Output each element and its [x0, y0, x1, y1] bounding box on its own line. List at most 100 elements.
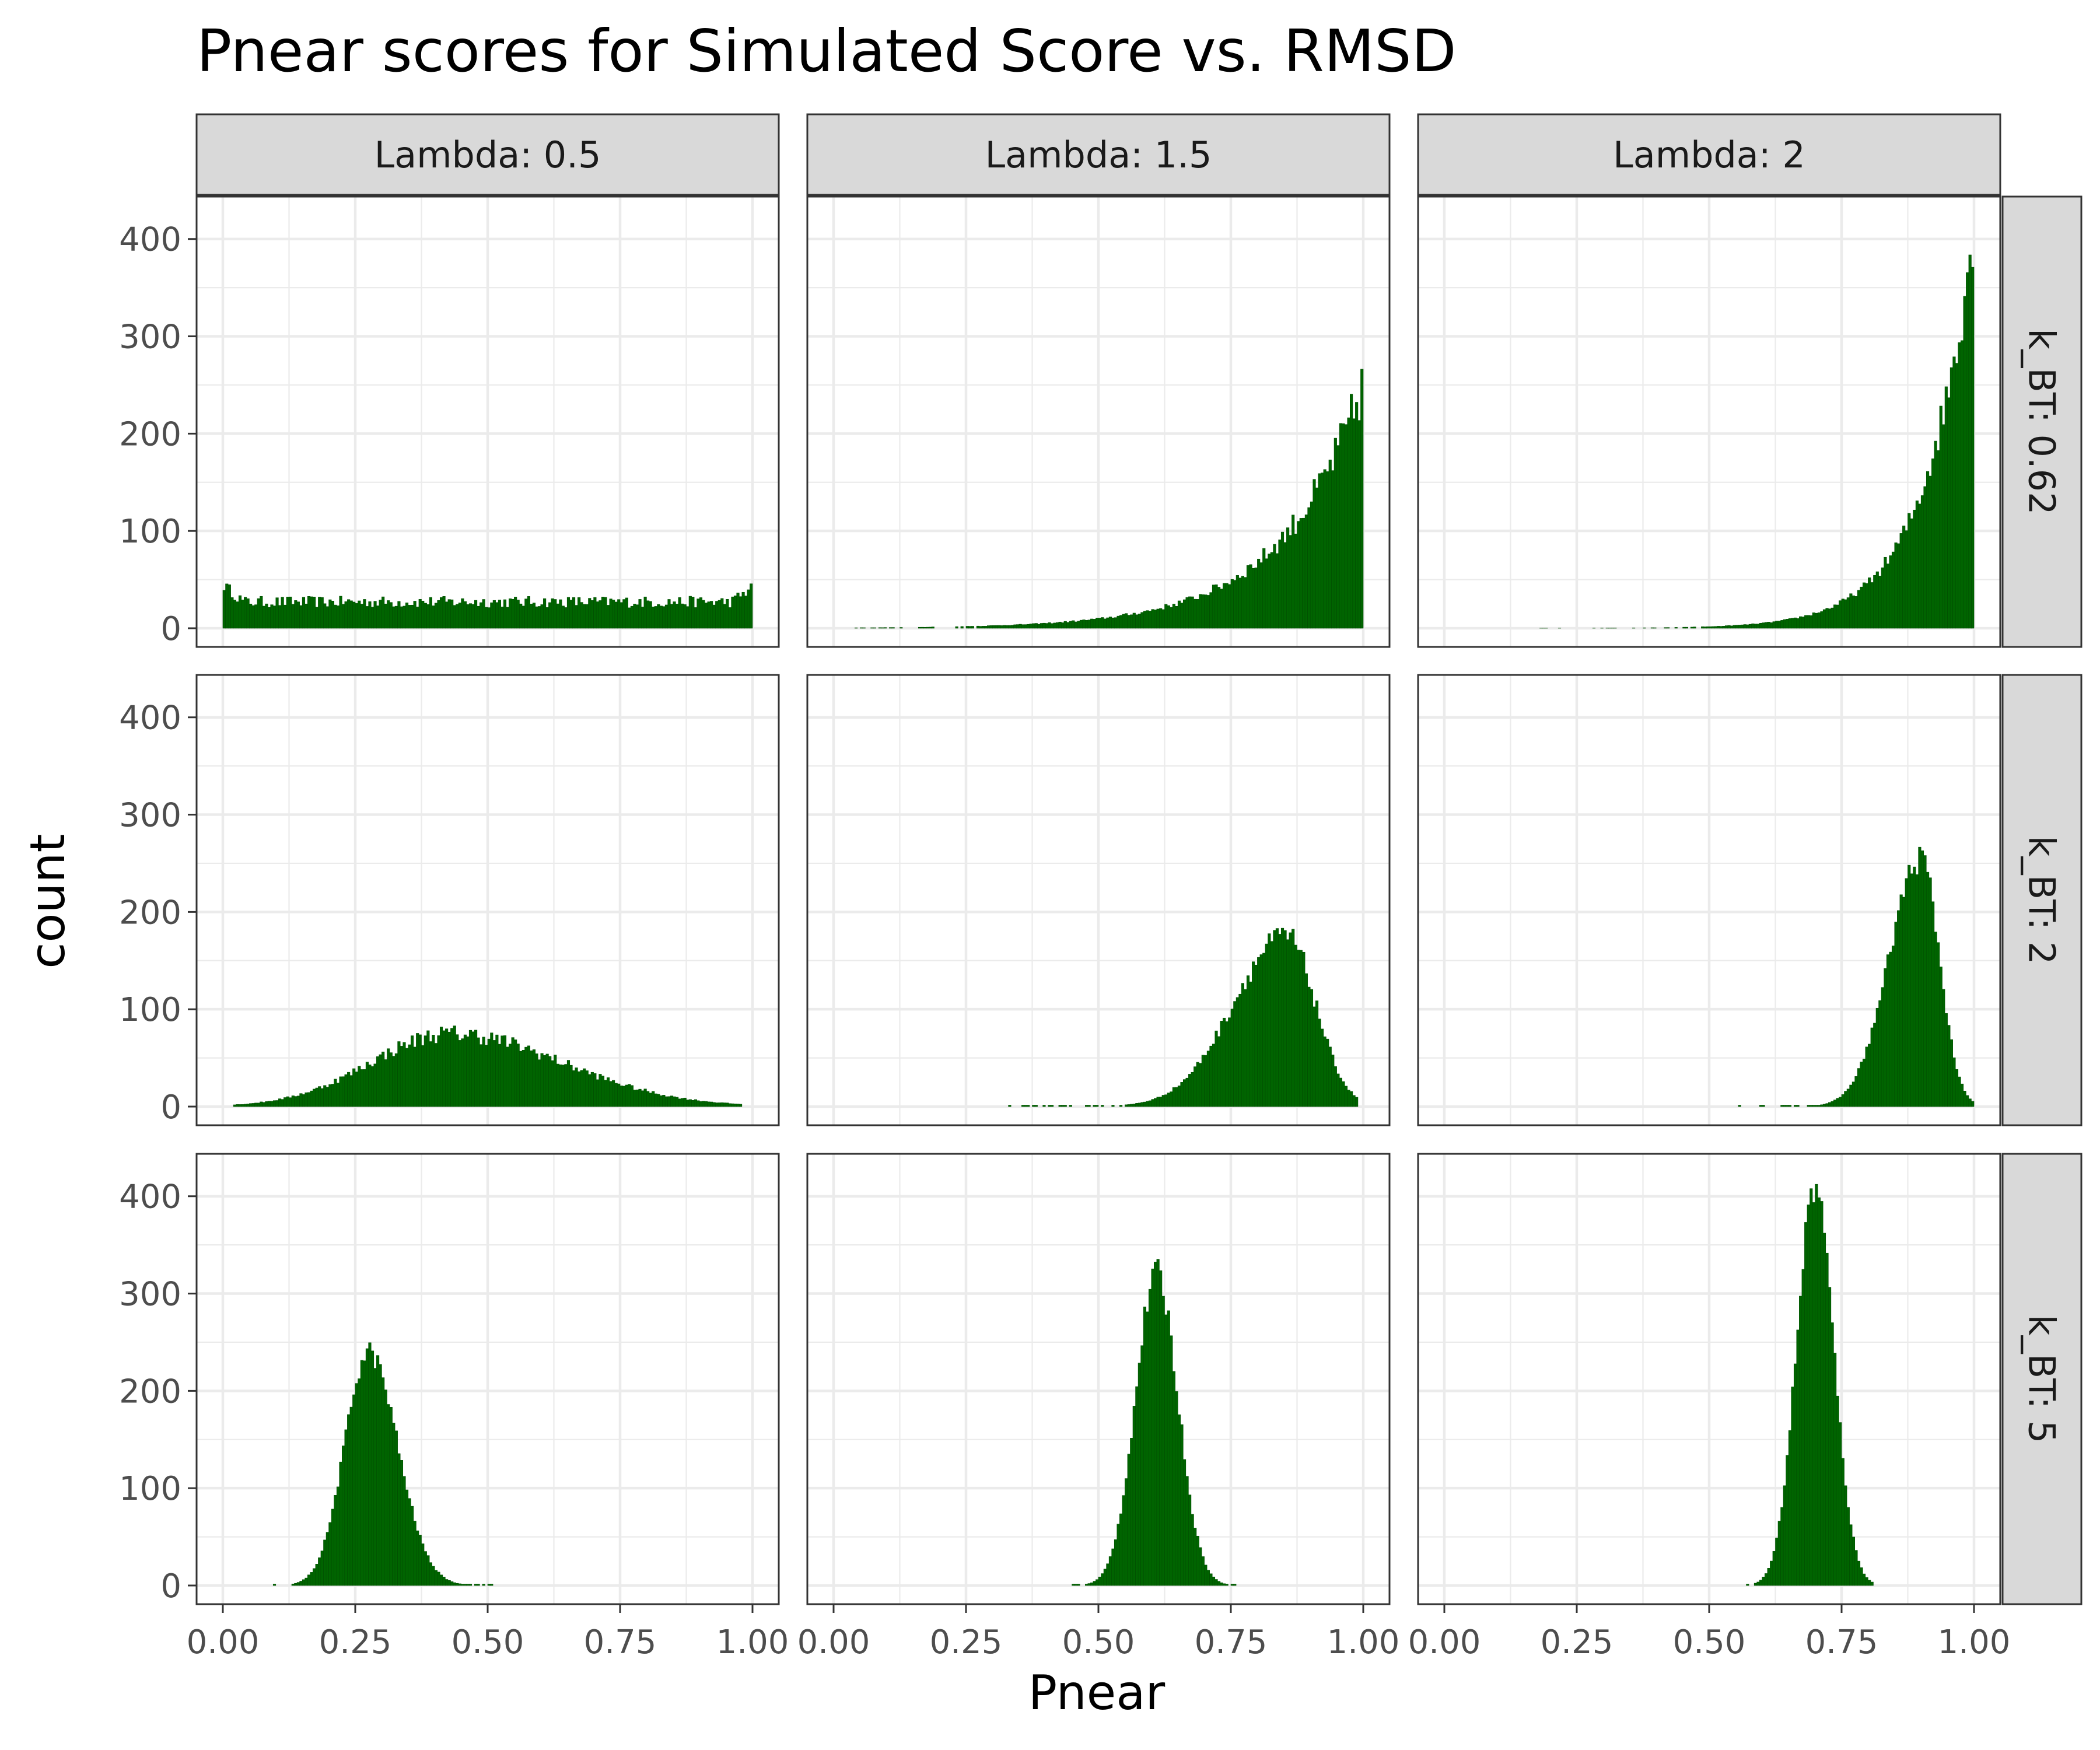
histogram-bar: [1019, 624, 1022, 629]
histogram-bar: [1175, 1391, 1178, 1586]
histogram-bar: [1334, 438, 1337, 629]
histogram-bar: [1815, 1184, 1818, 1586]
histogram-bar: [1278, 539, 1282, 629]
histogram-bar: [1159, 1097, 1163, 1107]
histogram-bar: [1151, 609, 1154, 629]
histogram-bar: [1079, 620, 1083, 629]
histogram-bar: [1069, 621, 1072, 629]
facet-panel: 0.00 0.25 0.50 0.75 1.00: [1408, 1153, 2010, 1661]
histogram-bar: [694, 607, 697, 629]
histogram-bar: [588, 1074, 592, 1107]
histogram-bar: [1884, 556, 1887, 629]
histogram-bar: [1223, 1017, 1226, 1107]
histogram-bar: [1106, 617, 1110, 629]
histogram-bar: [347, 599, 351, 629]
histogram-bar: [1159, 1270, 1163, 1586]
histogram-bar: [540, 1053, 544, 1107]
panel-border: [806, 195, 1391, 648]
histogram-bar: [554, 599, 557, 629]
histogram-bar: [1352, 1095, 1356, 1107]
histogram-bar: [326, 606, 329, 629]
histogram-bar: [1743, 624, 1746, 629]
histogram-bar: [315, 1087, 318, 1107]
histogram-bar: [1331, 470, 1335, 629]
histogram-bar: [1915, 501, 1919, 629]
histogram-bar: [1703, 626, 1707, 629]
histogram-bar: [673, 1096, 676, 1107]
histogram-bar: [1685, 626, 1688, 629]
histogram-bar: [630, 1085, 634, 1107]
histogram-bar: [482, 599, 485, 629]
histogram-bar: [1130, 1438, 1133, 1586]
histogram-bar: [225, 583, 229, 629]
histogram-bar: [1344, 1086, 1348, 1107]
histogram-bar: [370, 607, 374, 629]
histogram-bar: [1929, 877, 1932, 1107]
histogram-bar: [646, 1091, 650, 1107]
histogram-bar: [291, 1096, 295, 1107]
histogram-bar: [1926, 872, 1930, 1107]
histogram-bar: [1135, 1386, 1139, 1586]
histogram-bar: [310, 596, 313, 629]
histogram-bar: [487, 1584, 491, 1586]
histogram-bar: [702, 1101, 705, 1107]
histogram-bar: [649, 601, 652, 629]
histogram-bar: [262, 1102, 265, 1107]
histogram-bar: [1212, 584, 1216, 629]
histogram-bar: [1087, 620, 1091, 629]
histogram-bar: [379, 600, 382, 629]
histogram-bar: [1854, 1076, 1858, 1107]
histogram-bar: [540, 604, 544, 629]
histogram-bar: [1156, 1097, 1160, 1107]
column-strip: Lambda: 0.5: [195, 113, 780, 196]
histogram-bar: [1093, 1581, 1096, 1586]
histogram-bar: [1220, 1582, 1223, 1586]
histogram-bar: [1021, 624, 1025, 629]
histogram-bar: [1796, 1329, 1800, 1586]
histogram-bar: [1125, 1104, 1128, 1107]
histogram-bar: [676, 604, 679, 629]
histogram-bar: [307, 1092, 311, 1107]
histogram-bar: [294, 1583, 298, 1586]
histogram-bar: [622, 1086, 626, 1107]
histogram-bar: [1857, 1068, 1861, 1107]
histogram-bar: [429, 597, 432, 629]
histogram-bar: [1817, 612, 1821, 629]
histogram-bar: [1307, 986, 1311, 1107]
histogram-bar: [707, 1101, 710, 1107]
histogram-bar: [1273, 544, 1276, 629]
histogram-bar: [1812, 1105, 1815, 1107]
histogram-bar: [336, 1083, 340, 1107]
histogram-bar: [1783, 619, 1786, 629]
histogram-bar: [434, 1570, 438, 1586]
histogram-bar: [728, 607, 732, 629]
histogram-bar: [699, 1101, 703, 1107]
histogram-bar: [1108, 617, 1112, 629]
histogram-bar: [1027, 624, 1030, 629]
histogram-bar: [1944, 386, 1948, 629]
histogram-bar: [1854, 596, 1858, 629]
histogram-bar: [1122, 614, 1125, 629]
histogram-bar: [474, 600, 478, 629]
histogram-bar: [1027, 1105, 1030, 1107]
y-tick-label: 300: [119, 318, 181, 356]
histogram-bar: [1799, 1296, 1803, 1586]
histogram-bar: [1849, 1524, 1853, 1586]
histogram-bar: [382, 1051, 385, 1107]
histogram-bar: [373, 1368, 377, 1586]
histogram-bar: [389, 602, 393, 629]
histogram-bar: [307, 596, 311, 629]
histogram-bar: [612, 600, 615, 629]
y-tick-label: 100: [119, 991, 181, 1029]
histogram-bar: [1167, 1093, 1170, 1107]
histogram-bar: [1310, 989, 1314, 1107]
histogram-bar: [318, 1557, 321, 1586]
histogram-bar: [1223, 1583, 1226, 1586]
histogram-bar: [1786, 619, 1789, 629]
histogram-bar: [638, 1088, 642, 1107]
histogram-bar: [1116, 615, 1120, 629]
x-tick-label: 0.75: [1195, 1623, 1268, 1661]
y-tick-label: 200: [119, 415, 181, 453]
histogram-bar: [1706, 626, 1710, 629]
histogram-bar: [1899, 894, 1903, 1107]
